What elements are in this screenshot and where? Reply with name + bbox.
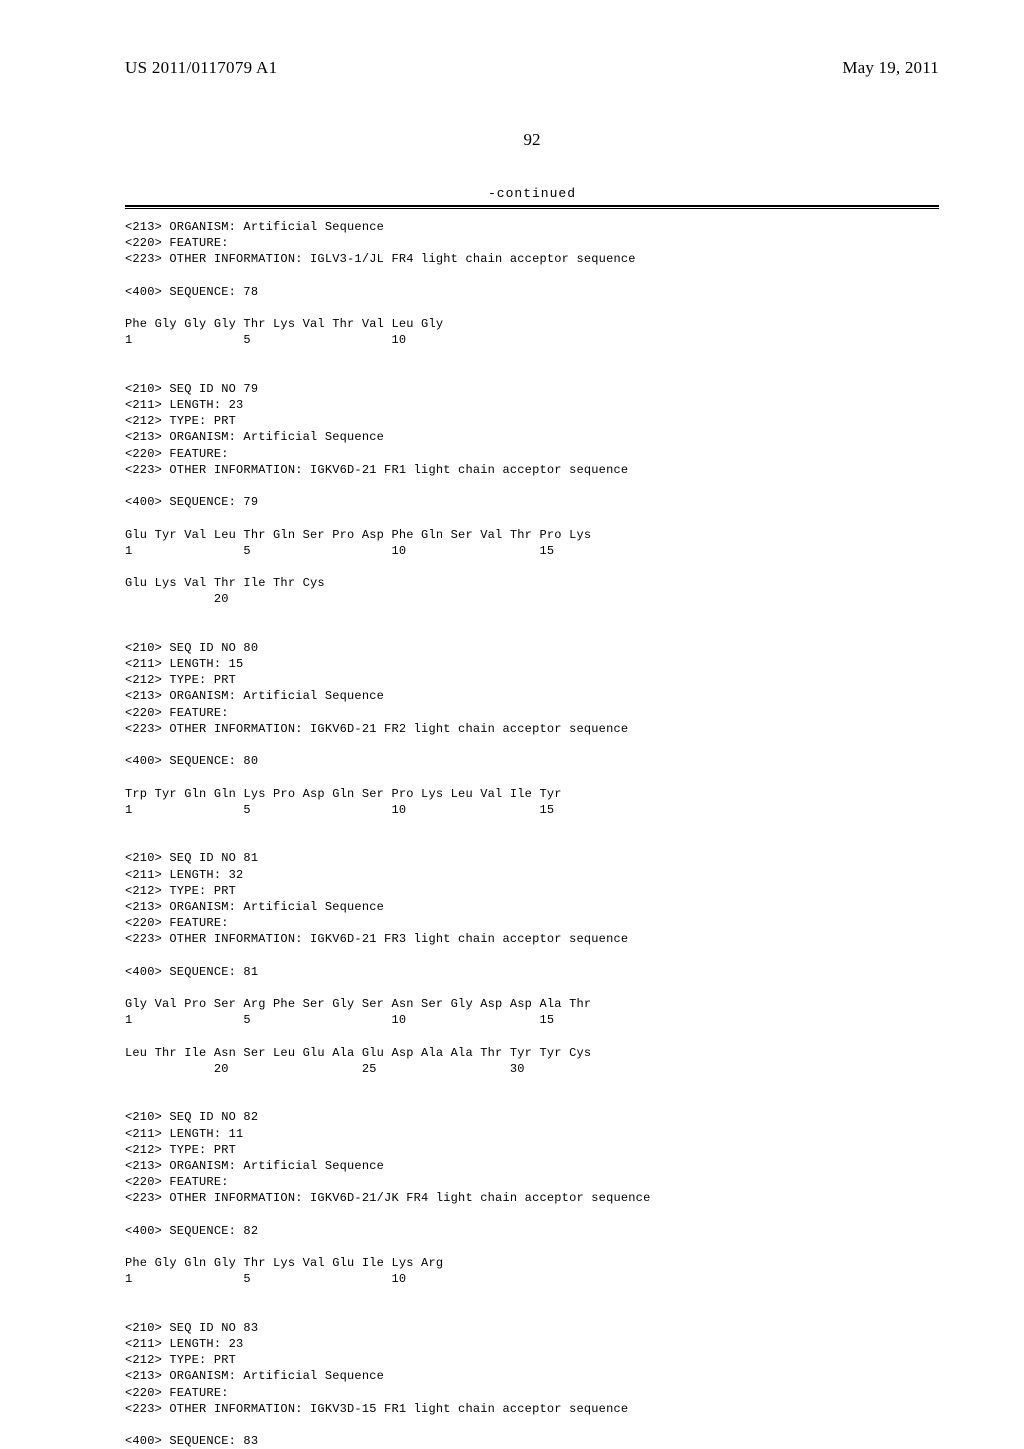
publication-date: May 19, 2011 <box>842 58 939 78</box>
divider-thin <box>125 208 939 209</box>
publication-number: US 2011/0117079 A1 <box>125 58 277 78</box>
page-number: 92 <box>125 130 939 150</box>
continued-label: -continued <box>125 186 939 201</box>
divider-thick <box>125 205 939 207</box>
patent-page: US 2011/0117079 A1 May 19, 2011 92 -cont… <box>0 0 1024 1320</box>
page-header: US 2011/0117079 A1 May 19, 2011 <box>125 58 939 78</box>
sequence-listing: <213> ORGANISM: Artificial Sequence <220… <box>125 219 939 1449</box>
